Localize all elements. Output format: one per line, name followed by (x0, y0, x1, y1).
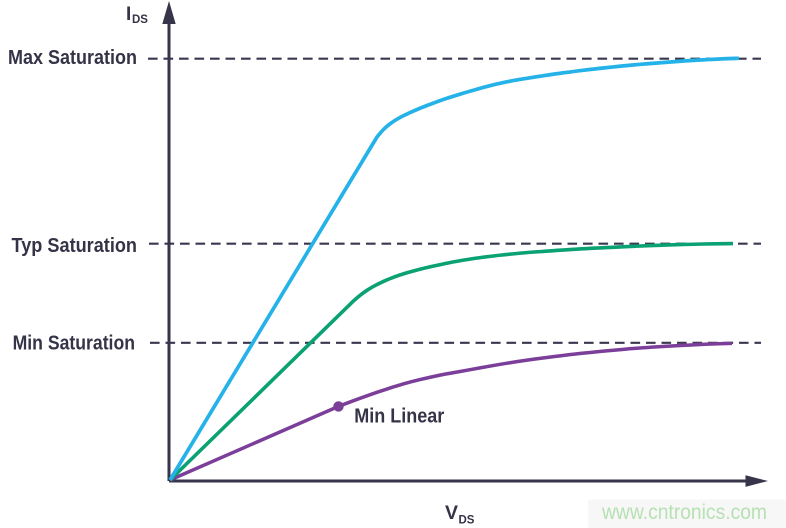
svg-text:DS: DS (459, 515, 475, 527)
svg-text:Typ Saturation: Typ Saturation (12, 235, 138, 257)
svg-text:DS: DS (132, 14, 148, 26)
svg-text:Min Linear: Min Linear (354, 405, 444, 427)
svg-text:I: I (126, 4, 131, 25)
svg-text:V: V (445, 502, 458, 524)
svg-text:Min Saturation: Min Saturation (13, 332, 135, 354)
svg-text:Max Saturation: Max Saturation (8, 47, 137, 69)
svg-text:www.cntronics.com: www.cntronics.com (601, 501, 767, 524)
